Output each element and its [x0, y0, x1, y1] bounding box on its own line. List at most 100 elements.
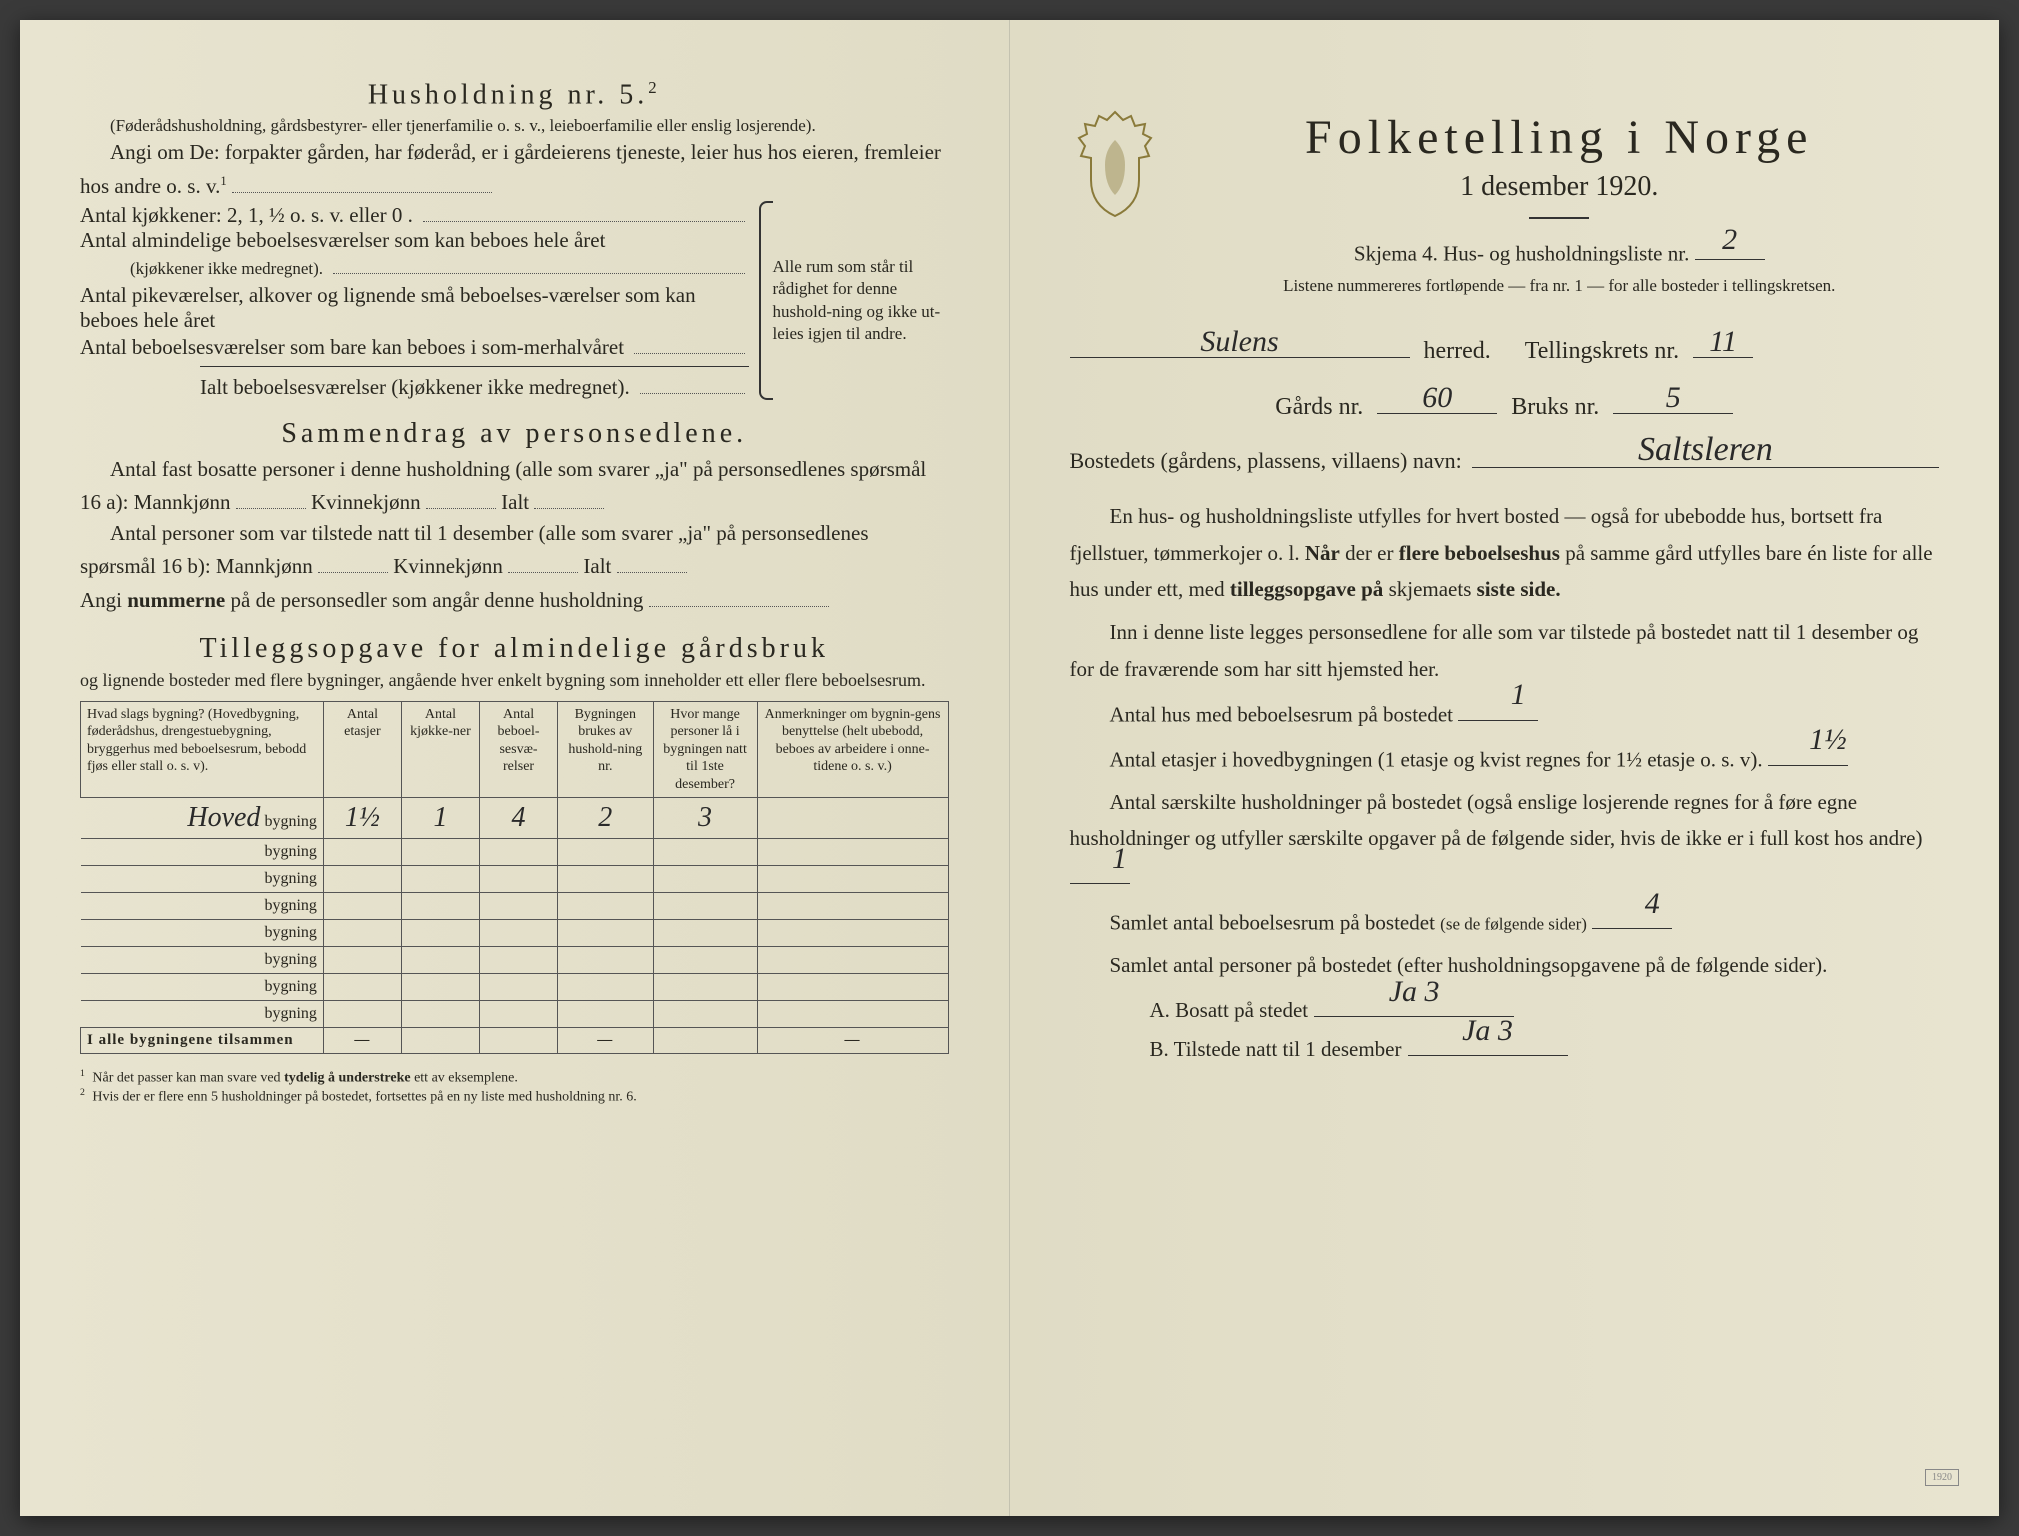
heading-husholdning-5: Husholdning nr. 5.2 [80, 78, 949, 111]
table-row: bygning [81, 974, 949, 1001]
th-bygning: Hvad slags bygning? (Hovedbygning, føder… [81, 701, 324, 798]
total-label: I alle bygningene tilsammen [81, 1028, 324, 1054]
bostedets-label: Bostedets (gårdens, plassens, villaens) … [1070, 448, 1462, 474]
th-kjokkener: Antal kjøkke-ner [401, 701, 479, 798]
kvinne-label: Kvinnekjønn [311, 490, 421, 514]
bygning-word: bygning [81, 1001, 324, 1028]
title-block: Folketelling i Norge 1 desember 1920. Sk… [1070, 110, 1940, 297]
q-samlet-pers: Samlet antal personer på bostedet (efter… [1070, 947, 1940, 984]
field-gards: 60 [1377, 383, 1497, 414]
table-row: Hoved bygning 1½ 1 4 2 3 [81, 798, 949, 839]
field-samlet-rum: 4 [1592, 902, 1672, 929]
cell: 3 [653, 798, 757, 839]
cell: 1 [401, 798, 479, 839]
footnote-2: 2 Hvis der er flere enn 5 husholdninger … [80, 1087, 949, 1106]
ialt-label-2: Ialt [501, 490, 529, 514]
cell [757, 798, 948, 839]
angi-om-text: Angi om De: forpakter gården, har føderå… [80, 140, 941, 198]
building-table: Hvad slags bygning? (Hovedbygning, føder… [80, 701, 949, 1055]
heading-5-sup: 2 [648, 78, 660, 97]
q-etasjer: Antal etasjer i hovedbygningen (1 etasje… [1070, 739, 1940, 778]
field-herred: Sulens [1070, 327, 1410, 358]
title-text-block: Folketelling i Norge 1 desember 1920. Sk… [1180, 110, 1940, 297]
brace-left-content: Antal kjøkkener: 2, 1, ½ o. s. v. eller … [80, 201, 749, 399]
brace-text: Alle rum som står til rådighet for denne… [773, 256, 949, 344]
blank-kvinne-2 [508, 548, 578, 573]
dotted-fill [640, 373, 745, 394]
row-a: A. Bosatt på stedet Ja 3 [1150, 990, 1940, 1029]
angi-word: Angi [80, 588, 122, 612]
ialt-label-3: Ialt [583, 554, 611, 578]
cell: 1½ [323, 798, 401, 839]
table-row: bygning [81, 1001, 949, 1028]
note-5: (Føderådshusholdning, gårdsbestyrer- ell… [80, 115, 949, 137]
gards-label: Gårds nr. [1275, 394, 1363, 421]
heading-tillegg: Tilleggsopgave for almindelige gårdsbruk [80, 633, 949, 665]
instructions-block: En hus- og husholdningsliste utfylles fo… [1070, 498, 1940, 1068]
dash: — [757, 1028, 948, 1054]
bygning-word: bygning [264, 813, 316, 830]
row-pike: Antal pikeværelser, alkover og lignende … [80, 281, 749, 333]
corner-stamp: 1920 [1925, 1469, 1959, 1486]
kvinne-label-2: Kvinnekjønn [393, 554, 503, 578]
main-title: Folketelling i Norge [1180, 110, 1940, 165]
cell-bygning-name: Hoved bygning [81, 798, 324, 839]
skjema-text: Skjema 4. Hus- og husholdningsliste nr. [1354, 241, 1689, 265]
sommer-label: Antal beboelsesværelser som bare kan beb… [80, 335, 624, 360]
para-1: En hus- og husholdningsliste utfylles fo… [1070, 498, 1940, 608]
field-b: Ja 3 [1408, 1029, 1568, 1056]
cell: 4 [480, 798, 558, 839]
pike-label: Antal pikeværelser, alkover og lignende … [80, 283, 735, 333]
left-page: Husholdning nr. 5.2 (Føderådshusholdning… [20, 20, 1010, 1516]
dotted-fill [333, 253, 744, 274]
field-etasjer: 1½ [1768, 739, 1848, 766]
bostedets-line: Bostedets (gårdens, plassens, villaens) … [1070, 439, 1940, 474]
row-sommer: Antal beboelsesværelser som bare kan beb… [80, 333, 749, 360]
blank-line [232, 168, 492, 193]
angi-nummerne-line: Angi nummerne på de personsedler som ang… [80, 582, 949, 616]
cell: 2 [558, 798, 653, 839]
bygning-word: bygning [81, 974, 324, 1001]
nummerne-bold: nummerne [127, 588, 225, 612]
tillegg-sub: og lignende bosteder med flere bygninger… [80, 669, 949, 692]
blank-line [649, 582, 829, 607]
table-row: bygning [81, 920, 949, 947]
q-saerskilte: Antal særskilte husholdninger på bostede… [1070, 784, 1940, 897]
row-alm-note: (kjøkkener ikke medregnet). [80, 253, 749, 280]
dash: — [323, 1028, 401, 1054]
table-head: Hvad slags bygning? (Hovedbygning, føder… [81, 701, 949, 798]
skjema-line: Skjema 4. Hus- og husholdningsliste nr. … [1180, 233, 1940, 269]
field-antal-hus: 1 [1458, 694, 1538, 721]
angi-sup: 1 [220, 174, 226, 188]
brace-block: Antal kjøkkener: 2, 1, ½ o. s. v. eller … [80, 201, 949, 399]
field-bruks: 5 [1613, 383, 1733, 414]
th-beboelses: Antal beboel-sesvæ-relser [480, 701, 558, 798]
table-row: bygning [81, 893, 949, 920]
gards-line: Gårds nr. 60 Bruks nr. 5 [1070, 383, 1940, 421]
fast-bosatte-line: Antal fast bosatte personer i denne hush… [80, 454, 949, 518]
th-anmerk: Anmerkninger om bygnin-gens benyttelse (… [757, 701, 948, 798]
dash: — [558, 1028, 653, 1054]
q-samlet-rum: Samlet antal beboelsesrum på bostedet (s… [1070, 902, 1940, 941]
blank-kvinne [426, 484, 496, 509]
table-row: bygning [81, 839, 949, 866]
right-page: Folketelling i Norge 1 desember 1920. Sk… [1010, 20, 2000, 1516]
table-body: Hoved bygning 1½ 1 4 2 3 bygning bygning… [81, 798, 949, 1054]
heading-5-text: Husholdning nr. 5. [368, 79, 648, 110]
letter-list: A. Bosatt på stedet Ja 3 B. Tilstede nat… [1150, 990, 1940, 1068]
dotted-fill [634, 333, 744, 354]
heading-sammendrag: Sammendrag av personsedlene. [80, 418, 949, 450]
location-block: Sulens herred. Tellingskrets nr. 11 Gård… [1070, 327, 1940, 474]
table-total-row: I alle bygningene tilsammen — — — [81, 1028, 949, 1054]
table-row: bygning [81, 947, 949, 974]
bygning-word: bygning [81, 920, 324, 947]
bygning-word: bygning [81, 866, 324, 893]
kjokkener-label: Antal kjøkkener: 2, 1, ½ o. s. v. eller … [80, 203, 413, 228]
bygning-word: bygning [81, 947, 324, 974]
herred-label: herred. [1424, 338, 1491, 365]
tellingskrets-label: Tellingskrets nr. [1525, 338, 1679, 365]
brace-right-text: Alle rum som står til rådighet for denne… [759, 201, 949, 399]
hoved-hw: Hoved [187, 802, 260, 833]
angi-rest: på de personsedler som angår denne husho… [231, 588, 644, 612]
field-tellingskrets: 11 [1693, 327, 1753, 358]
